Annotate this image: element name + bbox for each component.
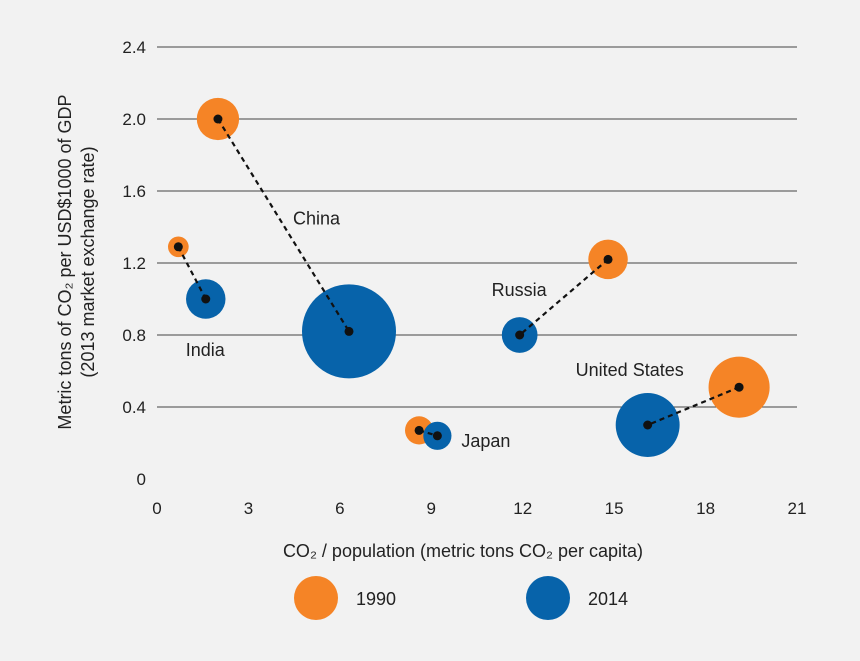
x-tick-label: 6 [335, 499, 344, 518]
y-tick-label: 0 [137, 470, 146, 489]
connectors [177, 118, 740, 437]
legend-swatch-1990 [294, 576, 338, 620]
y-tick-label: 1.2 [122, 254, 146, 273]
x-axis-ticks: 0 3 6 9 12 15 18 21 [152, 499, 806, 518]
marker-russia-1990 [603, 254, 613, 264]
grid [157, 46, 797, 408]
legend: 1990 2014 [294, 576, 628, 620]
x-tick-label: 21 [788, 499, 807, 518]
connector-united-states [647, 386, 740, 427]
x-tick-label: 18 [696, 499, 715, 518]
legend-label-1990: 1990 [356, 589, 396, 609]
label-india: India [186, 340, 226, 360]
legend-label-2014: 2014 [588, 589, 628, 609]
marker-united-states-2014 [643, 420, 653, 430]
y-axis-ticks: 0 0.4 0.8 1.2 1.6 2.0 2.4 [122, 38, 146, 489]
marker-china-2014 [344, 326, 354, 336]
marker-united-states-1990 [734, 382, 744, 392]
y-axis-title-line2: (2013 market exchange rate) [78, 146, 98, 377]
marker-china-1990 [213, 114, 223, 124]
connector-russia [518, 258, 609, 336]
center-markers [173, 114, 744, 441]
marker-japan-1990 [414, 425, 424, 435]
x-tick-label: 0 [152, 499, 161, 518]
marker-russia-2014 [515, 330, 525, 340]
label-united-states: United States [576, 360, 684, 380]
legend-swatch-2014 [526, 576, 570, 620]
x-tick-label: 15 [605, 499, 624, 518]
label-china: China [293, 208, 341, 228]
y-tick-label: 2.0 [122, 110, 146, 129]
y-axis-title-line1: Metric tons of CO₂ per USD$1000 of GDP [55, 94, 75, 429]
x-axis-title: CO₂ / population (metric tons CO₂ per ca… [283, 541, 643, 561]
y-tick-label: 0.8 [122, 326, 146, 345]
x-tick-label: 3 [244, 499, 253, 518]
marker-japan-2014 [432, 431, 442, 441]
label-russia: Russia [492, 280, 548, 300]
country-labels: China India Japan Russia United States [186, 208, 684, 450]
x-tick-label: 12 [513, 499, 532, 518]
y-tick-label: 2.4 [122, 38, 146, 57]
label-japan: Japan [461, 431, 510, 451]
bubbles [167, 97, 770, 457]
y-tick-label: 0.4 [122, 398, 146, 417]
marker-india-1990 [173, 242, 183, 252]
y-tick-label: 1.6 [122, 182, 146, 201]
x-tick-label: 9 [427, 499, 436, 518]
connector-china [217, 118, 350, 332]
connector-india [177, 246, 207, 300]
marker-india-2014 [201, 294, 211, 304]
